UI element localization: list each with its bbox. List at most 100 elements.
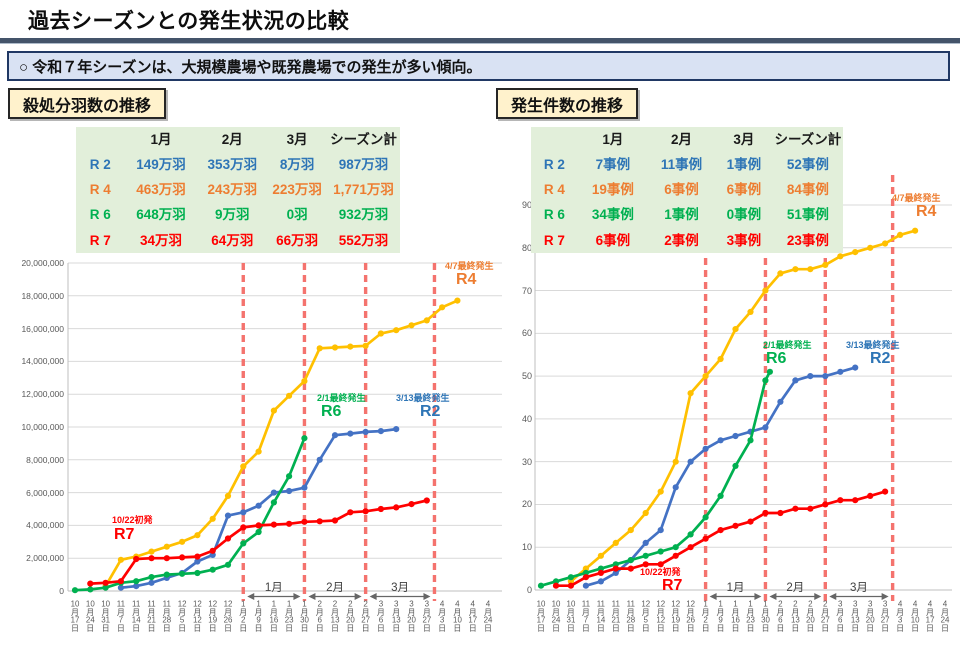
table-value-cell: 52事例 <box>786 157 829 173</box>
data-point <box>240 540 247 547</box>
data-point <box>194 553 201 560</box>
data-point <box>362 428 369 435</box>
x-tick-label: 11月21日 <box>611 600 621 632</box>
x-tick-label: 10月24日 <box>551 600 561 632</box>
data-point <box>627 557 634 564</box>
x-tick-label: 12月26日 <box>686 600 696 632</box>
x-tick-label: 1月9日 <box>716 600 726 632</box>
y-tick-label: 90 <box>521 200 532 210</box>
data-point <box>270 489 277 496</box>
annotation-r7: R7 <box>662 577 683 594</box>
data-point <box>316 518 323 525</box>
key-message-text: ○ 令和７年シーズンは、大規模農場や既発農場での発生が多い傾向。 <box>19 58 482 76</box>
data-point <box>732 522 739 529</box>
x-tick-label: 1月23日 <box>745 600 755 632</box>
x-tick-label: 12月12日 <box>192 600 202 632</box>
gridlines <box>67 262 502 592</box>
data-point <box>117 584 124 591</box>
data-point <box>393 327 400 334</box>
data-point <box>582 574 590 581</box>
data-point <box>702 373 709 380</box>
data-point <box>117 579 124 586</box>
data-point <box>163 574 170 582</box>
series-r2-line <box>117 426 400 591</box>
data-point <box>657 527 664 534</box>
data-point <box>194 532 201 539</box>
y-tick-label: 50 <box>521 371 532 382</box>
y-tick-label: 14,000,000 <box>21 356 64 367</box>
data-point <box>224 561 232 568</box>
data-point <box>792 505 799 512</box>
data-point <box>792 377 799 384</box>
data-point <box>377 505 384 513</box>
x-tick-label: 12月19日 <box>671 600 681 632</box>
data-point <box>717 527 724 534</box>
data-point <box>627 557 634 564</box>
x-tick-label: 3月27日 <box>422 600 432 632</box>
data-point <box>762 287 769 294</box>
data-point <box>316 345 323 352</box>
data-point <box>179 554 186 561</box>
y-tick-label: 2,000,000 <box>26 553 64 564</box>
series-r7-line <box>552 488 889 589</box>
x-tick-label: 12月12日 <box>656 600 666 632</box>
data-point <box>612 565 619 572</box>
data-point <box>408 501 415 508</box>
y-tick-label: 60 <box>521 328 532 339</box>
data-point <box>822 373 829 380</box>
data-point <box>224 535 232 542</box>
data-point <box>672 552 679 559</box>
data-point <box>732 326 739 333</box>
data-point <box>837 368 844 375</box>
data-point <box>255 448 262 455</box>
data-point <box>687 390 694 397</box>
data-point <box>194 558 201 565</box>
data-point <box>672 458 679 465</box>
data-point <box>286 473 293 480</box>
data-point <box>766 368 774 375</box>
data-point <box>87 580 94 587</box>
y-tick-label: 0 <box>59 586 64 596</box>
table-row-label: R 2 <box>543 157 565 173</box>
data-point <box>612 561 619 568</box>
data-point <box>867 244 874 251</box>
y-tick-label: 16,000,000 <box>21 323 64 334</box>
table-value-cell: 34事例 <box>591 207 634 223</box>
data-point <box>240 509 247 516</box>
data-point <box>163 555 170 562</box>
table-value-cell: 3事例 <box>726 232 762 248</box>
data-point <box>316 456 323 463</box>
data-point <box>347 509 354 516</box>
x-tick-label: 1月9日 <box>254 600 264 632</box>
x-tick-label: 1月30日 <box>760 600 770 632</box>
x-tick-label: 12月19日 <box>208 600 218 632</box>
y-tick-label: 12,000,000 <box>21 389 64 400</box>
data-point <box>882 240 889 247</box>
data-point <box>163 571 170 578</box>
x-tick-label: 12月5日 <box>177 600 187 632</box>
data-point <box>852 249 859 256</box>
data-point <box>882 488 889 495</box>
x-tick-label: 2月6日 <box>315 600 325 632</box>
data-point <box>567 574 575 581</box>
data-point <box>567 582 575 589</box>
data-point <box>255 522 262 529</box>
data-point <box>567 578 575 585</box>
data-point <box>301 518 308 525</box>
x-tick-label: 3月20日 <box>865 600 875 632</box>
data-point <box>270 521 277 528</box>
data-point <box>286 392 293 399</box>
data-point <box>717 355 724 363</box>
data-point <box>286 487 293 495</box>
x-tick-label: 4月3日 <box>437 600 447 632</box>
table-value-cell: 1事例 <box>726 157 762 173</box>
data-point <box>747 308 754 315</box>
table-value-cell: 7事例 <box>595 157 631 173</box>
table-value-cell: 932万羽 <box>338 207 389 223</box>
x-tick-label: 11月28日 <box>626 600 636 632</box>
y-tick-label: 10 <box>521 542 532 553</box>
x-tick-label: 2月13日 <box>790 600 800 632</box>
data-point <box>148 555 155 562</box>
table-header-cell: 3月 <box>733 131 755 147</box>
x-tick-label: 10月31日 <box>101 600 111 632</box>
